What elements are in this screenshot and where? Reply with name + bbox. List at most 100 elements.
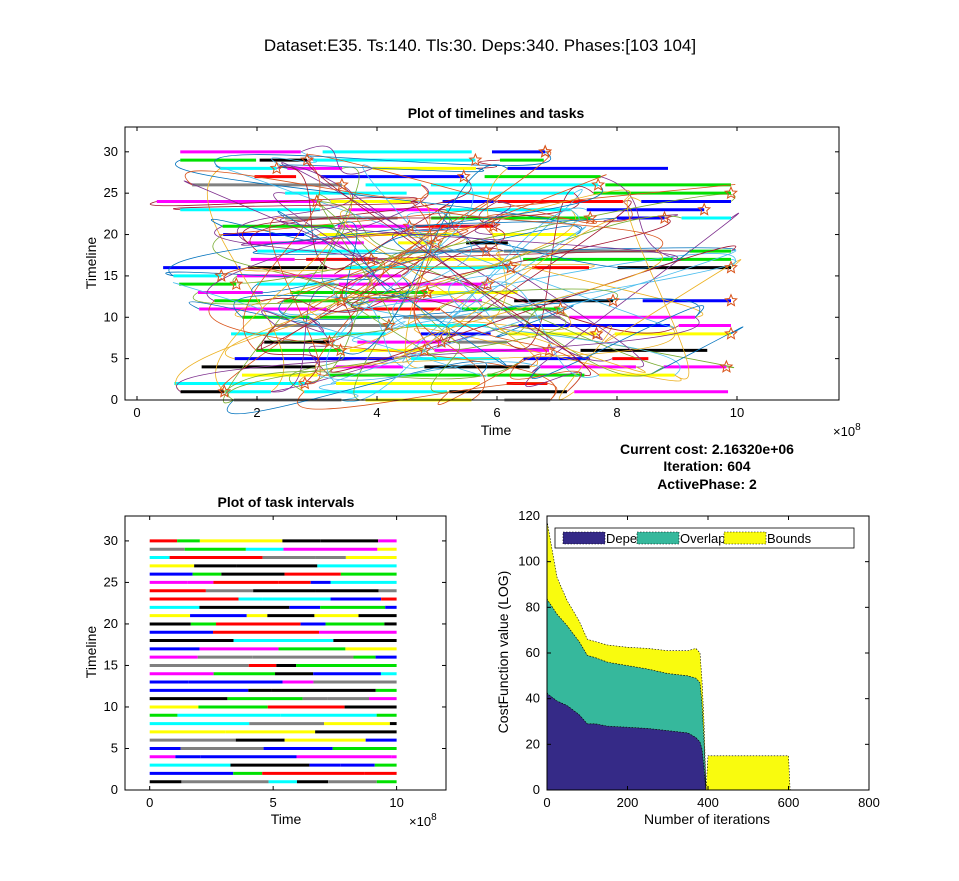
- dependency-curve: [362, 164, 497, 330]
- dependency-curve: [374, 233, 690, 269]
- dependency-curve: [506, 185, 594, 350]
- y-tick-label: 40: [526, 691, 540, 706]
- dependency-curve: [413, 327, 682, 382]
- dependency-curve: [228, 316, 567, 401]
- dependency-curve: [388, 250, 420, 277]
- dependency-curve: [308, 316, 330, 376]
- legend-swatch-depen: [562, 531, 606, 545]
- star-marker: [697, 202, 712, 216]
- dependency-curve: [306, 154, 597, 224]
- star-marker: [724, 185, 738, 200]
- star-marker: [420, 285, 435, 299]
- y-tick-label: 120: [518, 508, 540, 523]
- dependency-curve: [340, 164, 508, 355]
- dependency-curve: [242, 192, 580, 244]
- dependency-curve: [340, 267, 533, 351]
- timelines-plot: Plot of timelines and tasks 0 2 4 6 8 10 0 5 10 1…: [83, 105, 861, 439]
- dependency-curve: [341, 207, 587, 403]
- dependency-curve: [261, 310, 324, 333]
- star-marker: [334, 293, 348, 307]
- y-tick-label: 30: [104, 144, 118, 159]
- star-marker: [724, 260, 738, 274]
- x-tick-label: 0: [543, 795, 550, 810]
- dependency-curve: [276, 165, 613, 362]
- timelines-plot-x-exponent: ×108: [833, 422, 861, 439]
- cost-plot-ylabel: CostFunction value (LOG): [495, 571, 511, 734]
- star-marker: [322, 334, 337, 348]
- dependency-curve: [277, 174, 607, 303]
- legend-label-bounds: Bounds: [767, 531, 812, 546]
- dependency-curve: [188, 301, 320, 325]
- dependency-curve: [626, 197, 690, 380]
- cost-plot-ticks: 0 200 400 600 800 0 20 40 60 80 100 120: [518, 508, 880, 810]
- area-bounds: [546, 520, 791, 791]
- y-tick-label: 80: [526, 599, 540, 614]
- dependency-curve: [249, 176, 472, 252]
- x-tick-label: 5: [270, 795, 277, 810]
- star-marker: [591, 177, 606, 191]
- cost-area-series: [546, 520, 791, 791]
- dependency-curve: [437, 353, 542, 405]
- iteration-text: Iteration: 604: [663, 458, 750, 474]
- dependency-curve: [334, 203, 450, 275]
- dependency-curve: [478, 201, 506, 252]
- intervals-plot: Plot of task intervals 0 5 10051015202530 …: [83, 494, 447, 829]
- star-marker: [456, 169, 471, 183]
- dependency-curve: [317, 361, 541, 381]
- star-marker: [583, 210, 598, 224]
- dependency-curve: [326, 176, 474, 384]
- dependency-curve: [438, 209, 645, 368]
- x-tick-label: 800: [858, 795, 880, 810]
- dependency-curve: [270, 283, 339, 393]
- dependency-curve: [340, 215, 682, 304]
- dependency-curve: [603, 214, 679, 222]
- dependency-curve: [149, 196, 418, 207]
- timelines-plot-frame: [124, 126, 840, 401]
- dependency-curve: [297, 382, 558, 410]
- star-marker: [538, 144, 553, 158]
- dependency-curve: [224, 358, 524, 393]
- dependency-curve: [316, 201, 407, 252]
- dependency-curve: [260, 297, 358, 312]
- star-marker: [724, 326, 738, 340]
- cost-plot: 0 200 400 600 800 0 20 40 60 80 100 120 Number of i…: [495, 508, 880, 827]
- x-tick-label: 6: [493, 405, 500, 420]
- dependency-curve: [271, 151, 318, 169]
- star-marker: [300, 152, 315, 166]
- dependency-curve: [206, 168, 285, 393]
- dependency-curve: [212, 234, 338, 310]
- legend-box: [554, 527, 855, 549]
- intervals-plot-title: Plot of task intervals: [218, 494, 355, 510]
- y-tick-label: 5: [111, 351, 118, 366]
- star-marker: [217, 384, 232, 398]
- dependency-curve: [439, 299, 664, 377]
- intervals-plot-xlabel: Time: [271, 811, 302, 827]
- star-marker: [486, 219, 501, 233]
- dependency-curve: [410, 201, 435, 351]
- star-marker: [657, 210, 672, 224]
- star-marker: [724, 293, 738, 307]
- dependency-curve: [413, 292, 486, 401]
- dependency-curve: [279, 164, 485, 173]
- dependency-curve: [392, 234, 472, 326]
- timelines-plot-ticks: 0 2 4 6 8 10 0 5 10 15 20 25 30: [104, 127, 839, 420]
- dependency-curve: [256, 218, 501, 350]
- active-phase-text: ActivePhase: 2: [657, 476, 757, 492]
- dependency-curve: [447, 200, 632, 344]
- dependency-curve: [485, 308, 570, 335]
- dependency-curves: [149, 145, 744, 415]
- task-star-markers: [214, 144, 738, 398]
- dependency-curve: [224, 275, 373, 360]
- interval-bars: [149, 539, 397, 784]
- figure-title: Dataset:E35. Ts:140. Tls:30. Deps:340. P…: [264, 36, 696, 55]
- y-tick-label: 25: [104, 574, 118, 589]
- dependency-curve: [278, 298, 700, 320]
- dependency-curve: [268, 194, 502, 333]
- dependency-curve: [279, 253, 736, 316]
- x-tick-label: 600: [778, 795, 800, 810]
- dependency-curve: [168, 184, 603, 277]
- dependency-curve: [165, 271, 371, 281]
- star-marker: [229, 276, 244, 291]
- cost-plot-xlabel: Number of iterations: [644, 811, 770, 827]
- dependency-curve: [277, 210, 507, 366]
